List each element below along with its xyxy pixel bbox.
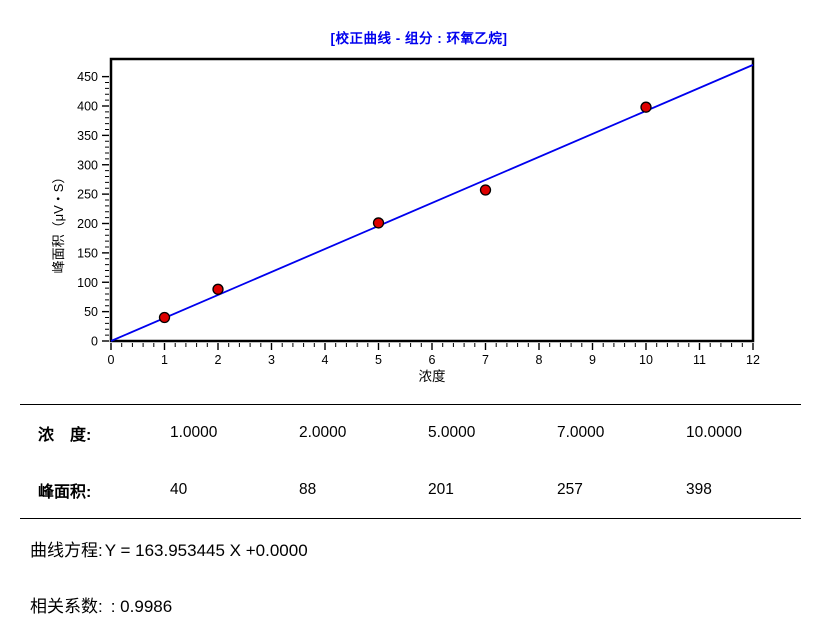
peak-area-value: 398 — [686, 480, 712, 498]
data-point — [479, 184, 492, 196]
x-tick-label: 6 — [429, 353, 436, 367]
calibration-curve-chart: 0 1 2 3 4 5 6 7 8 9 10 11 12050100150200250300350400… — [51, 57, 760, 384]
x-tick-label: 2 — [215, 353, 222, 367]
x-tick-label: 0 — [108, 353, 115, 367]
x-tick-label: 1 — [161, 353, 168, 367]
x-tick-label: 10 — [639, 353, 653, 367]
y-tick-label: 250 — [77, 188, 98, 202]
x-tick-label: 4 — [322, 353, 329, 367]
y-tick-label: 50 — [84, 305, 98, 319]
data-point — [158, 311, 171, 324]
y-tick-label: 450 — [77, 70, 98, 84]
x-tick-label: 8 — [536, 353, 543, 367]
table-row-concentration: 浓 度: 1.0000 2.0000 5.0000 7.0000 10.0000 — [20, 405, 801, 462]
y-tick-label: 400 — [77, 100, 98, 114]
chart-title: [校正曲线 - 组分 : 环氧乙烷] — [330, 31, 508, 46]
concentration-value: 2.0000 — [299, 424, 347, 442]
y-tick-label: 0 — [91, 335, 98, 349]
fit-line — [110, 64, 754, 342]
peak-area-value: 88 — [299, 480, 317, 498]
peak-area-value: 257 — [557, 480, 583, 498]
plot-frame — [109, 57, 755, 343]
calibration-table: 浓 度: 1.0000 2.0000 5.0000 7.0000 10.0000… — [20, 404, 801, 519]
row-label-concentration: 浓 度: — [38, 427, 92, 445]
y-axis-label: 峰面积（μV・S） — [51, 171, 66, 274]
concentration-value: 7.0000 — [557, 424, 605, 442]
data-point — [372, 217, 385, 229]
y-tick-label: 300 — [77, 158, 98, 172]
curve-equation-value: Y = 163.953445 X +0.0000 — [104, 541, 308, 560]
peak-area-value: 40 — [170, 480, 188, 498]
y-tick-label: 350 — [77, 129, 98, 143]
x-tick-label: 11 — [693, 353, 706, 367]
curve-equation-label: 曲线方程: — [30, 541, 103, 560]
y-tick-label: 150 — [77, 246, 98, 260]
x-tick-label: 12 — [746, 353, 760, 367]
table-row-peak-area: 峰面积: 40 88 201 257 398 — [20, 462, 801, 519]
concentration-value: 5.0000 — [428, 424, 476, 442]
data-point — [212, 283, 224, 295]
correlation-value: : 0.9986 — [110, 597, 173, 616]
peak-area-value: 201 — [428, 480, 454, 498]
row-label-peak-area: 峰面积: — [38, 483, 92, 501]
correlation-line: 相关系数: : 0.9986 — [30, 592, 172, 617]
y-tick-label: 100 — [77, 276, 98, 290]
x-tick-label: 9 — [589, 353, 596, 367]
x-tick-label: 3 — [268, 353, 275, 367]
concentration-value: 10.0000 — [686, 424, 743, 442]
x-axis-label: 浓度 — [419, 369, 446, 384]
concentration-value: 1.0000 — [170, 424, 218, 442]
correlation-label: 相关系数: — [30, 597, 103, 616]
x-tick-label: 5 — [375, 353, 382, 367]
x-tick-label: 7 — [482, 353, 489, 367]
curve-equation-line: 曲线方程: Y = 163.953445 X +0.0000 — [30, 536, 308, 561]
y-tick-label: 200 — [77, 217, 98, 231]
data-point — [640, 101, 652, 113]
